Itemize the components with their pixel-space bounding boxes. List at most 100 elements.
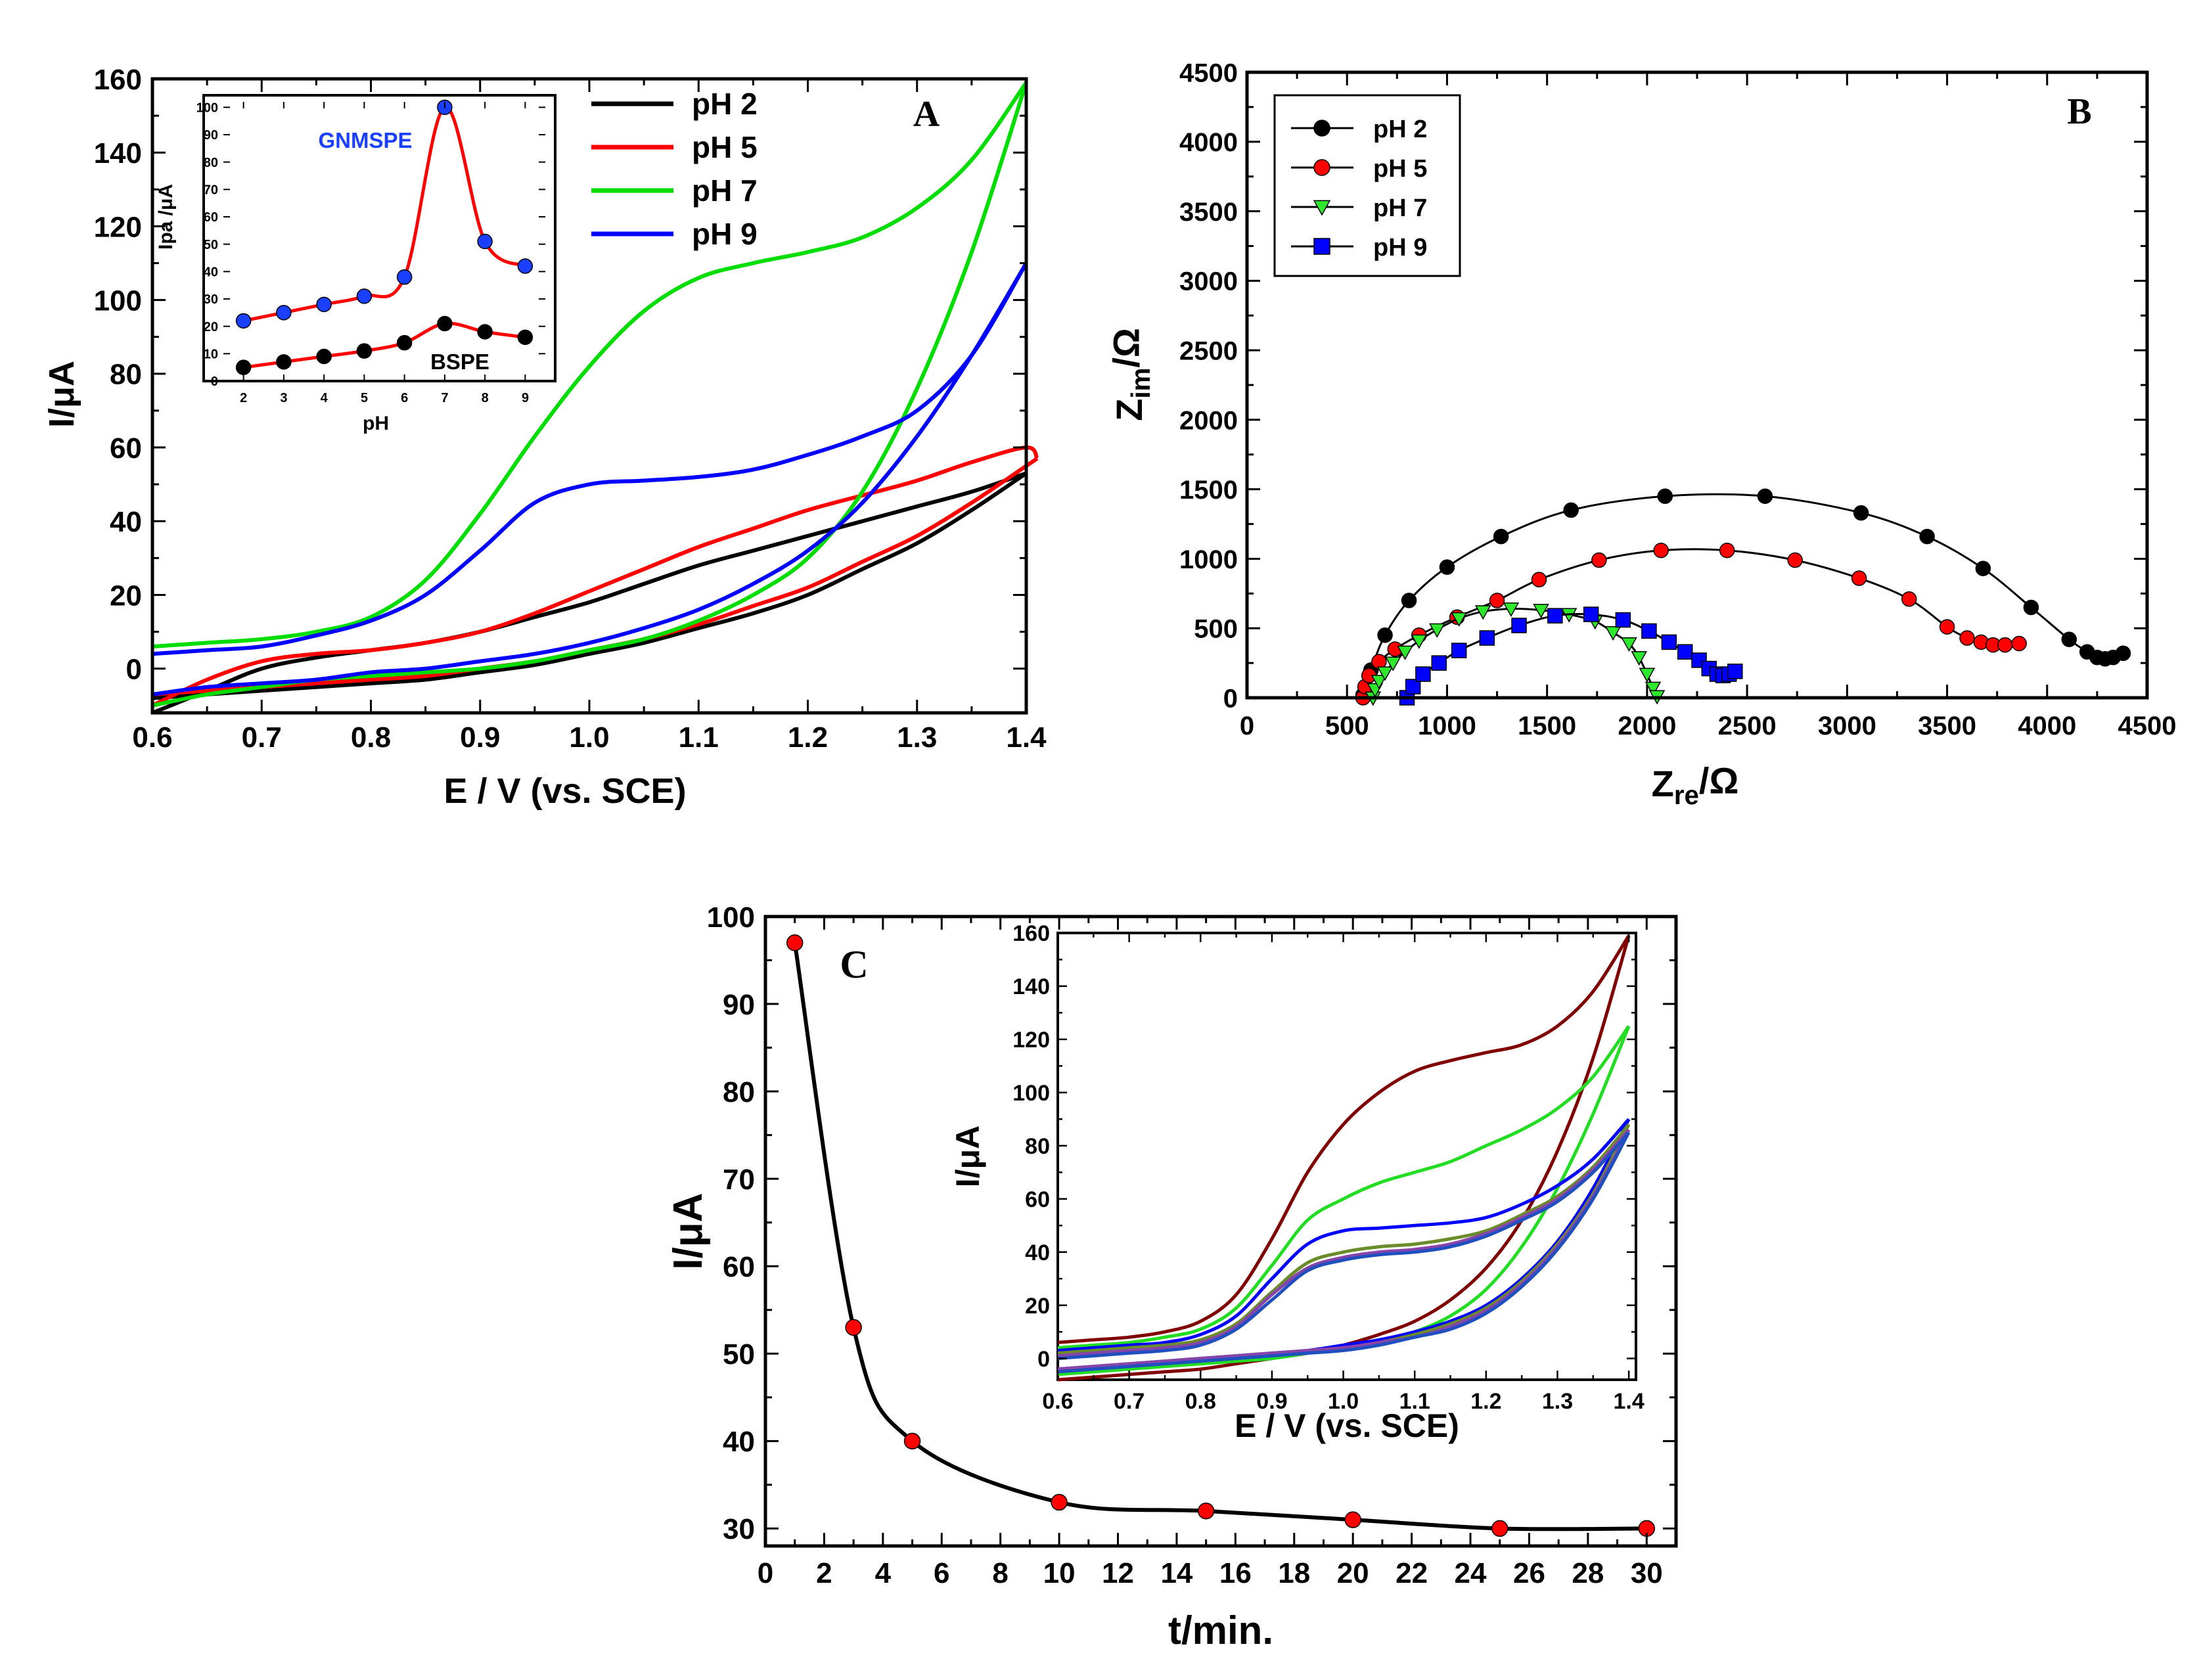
legend-label-ph9: pH 9 <box>1373 234 1427 261</box>
x-tick-label: 4 <box>321 391 329 405</box>
inset-c-reverse-1 <box>1057 935 1631 1382</box>
legend-label-ph7: pH 7 <box>1373 194 1427 222</box>
y-tick-label: 3000 <box>1179 267 1238 296</box>
y-tick-label: 1500 <box>1179 476 1238 505</box>
y-tick-label: 50 <box>723 1338 755 1371</box>
y-tick-label: 40 <box>1025 1240 1050 1265</box>
x-tick-label: 16 <box>1219 1557 1252 1589</box>
legend-marker-ph7 <box>1313 200 1331 216</box>
x-tick-label: 500 <box>1325 712 1369 740</box>
panel-a-legend: pH 2 pH 5 pH 7 pH 9 <box>591 87 758 251</box>
panel-c-series <box>786 934 1656 1537</box>
panel-c-label: C <box>840 943 868 986</box>
y-tick-label: 20 <box>110 579 142 612</box>
inset-a-point-gnmspe <box>316 296 332 313</box>
nyquist-point-ph7 <box>1371 675 1388 690</box>
x-tick-label: 10 <box>1043 1557 1076 1589</box>
panel-a-series <box>151 81 1039 715</box>
nyquist-point-ph7 <box>1533 604 1549 619</box>
x-tick-label: 0.7 <box>1114 1389 1145 1414</box>
x-tick-label: 18 <box>1278 1557 1310 1589</box>
nyquist-point-ph7 <box>1604 626 1622 641</box>
y-tick-label: 20 <box>1025 1294 1050 1319</box>
x-tick-label: 0 <box>758 1557 773 1589</box>
inset-a-point-bspe <box>316 348 332 365</box>
inset-a-point-gnmspe <box>276 305 292 321</box>
legend-marker-ph2 <box>1313 120 1330 137</box>
inset-a-point-bspe <box>396 334 413 351</box>
label-subscript: im <box>1125 368 1156 399</box>
x-tick-label: 6 <box>934 1557 949 1589</box>
label-part: Z <box>1108 399 1150 421</box>
nyquist-point-ph5 <box>1959 630 1975 646</box>
y-tick-label: 4500 <box>1179 58 1238 87</box>
x-tick-label: 0.7 <box>242 721 282 754</box>
inset-a-point-gnmspe <box>356 288 373 304</box>
nyquist-point-ph5 <box>1901 591 1917 607</box>
cv-forward-ph9 <box>152 261 1028 656</box>
x-tick-label: 28 <box>1572 1557 1604 1589</box>
panel-c-ticks: 0 2 4 6 8 10 12 14 16 18 20 22 24 26 28 303040506070809… <box>707 901 1676 1589</box>
nyquist-point-ph9 <box>1615 612 1631 628</box>
panel-b-label: B <box>2067 91 2091 132</box>
inset-a-point-gnmspe <box>235 313 252 329</box>
x-tick-label: 0.8 <box>351 721 391 754</box>
x-tick-label: 1500 <box>1518 712 1576 740</box>
nyquist-point-ph9 <box>1479 630 1495 646</box>
inset-c-forward-3 <box>1057 1118 1630 1352</box>
nyquist-point-ph7 <box>1411 634 1428 649</box>
panel-b-ticks: 0 500 1000 1500 2000 2500 3000 3500 4000 4500 0 500… <box>1179 58 2176 740</box>
legend-label-ph2: pH 2 <box>692 87 758 121</box>
nyquist-point-ph7 <box>1474 605 1491 620</box>
nyquist-point-ph9 <box>1727 664 1743 679</box>
decay-point <box>1051 1493 1068 1511</box>
y-tick-label: 20 <box>204 320 218 334</box>
x-tick-label: 8 <box>992 1557 1008 1589</box>
inset-a-point-gnmspe <box>396 269 413 285</box>
y-tick-label: 40 <box>110 506 142 538</box>
x-tick-label: 1.0 <box>1328 1389 1359 1414</box>
y-tick-label: 0 <box>1037 1347 1050 1372</box>
decay-point <box>1344 1511 1361 1528</box>
x-tick-label: 1.2 <box>788 721 828 754</box>
decay-point <box>903 1432 921 1450</box>
y-tick-label: 60 <box>723 1251 755 1283</box>
nyquist-point-ph2 <box>1657 488 1673 504</box>
panel-b-xlabel-text: Zre/Ω <box>1652 760 1739 810</box>
x-tick-label: 1000 <box>1418 712 1476 740</box>
inset-a-xlabel: pH <box>363 413 389 434</box>
y-tick-label: 2500 <box>1179 337 1238 366</box>
x-tick-label: 7 <box>441 391 448 405</box>
inset-a-point-bspe <box>356 343 373 359</box>
decay-point <box>845 1319 862 1336</box>
nyquist-point-ph9 <box>1451 643 1467 658</box>
x-tick-label: 1.2 <box>1470 1389 1501 1414</box>
panel-b-ylabel: Zim/Ω <box>1105 328 1156 421</box>
x-tick-label: 4500 <box>2118 712 2177 740</box>
x-tick-label: 24 <box>1455 1557 1487 1589</box>
x-tick-label: 22 <box>1395 1557 1428 1589</box>
x-tick-label: 2500 <box>1718 712 1777 740</box>
cv-forward-ph5 <box>151 445 1039 708</box>
nyquist-point-ph2 <box>1493 528 1509 545</box>
inset-c-forward-1 <box>1057 934 1631 1344</box>
nyquist-point-ph9 <box>1405 679 1421 694</box>
nyquist-point-ph2 <box>1975 560 1991 577</box>
panel-a: 0.6 0.7 0.8 0.9 1.0 1.1 1.2 1.3 1.40204060801001… <box>42 64 1047 811</box>
x-tick-label: 3000 <box>1818 712 1876 740</box>
nyquist-point-ph5 <box>1939 619 1955 635</box>
nyquist-point-ph5 <box>1653 543 1669 558</box>
x-tick-label: 1.1 <box>1399 1389 1430 1414</box>
y-tick-label: 4000 <box>1179 128 1238 157</box>
x-tick-label: 1.4 <box>1006 721 1047 754</box>
x-tick-label: 26 <box>1513 1557 1545 1589</box>
x-tick-label: 30 <box>1631 1557 1663 1589</box>
nyquist-point-ph2 <box>1439 559 1455 575</box>
nyquist-point-ph5 <box>1531 572 1547 587</box>
x-tick-label: 0.9 <box>1256 1389 1287 1414</box>
x-tick-label: 0.6 <box>132 721 172 754</box>
inset-a-point-gnmspe <box>477 233 493 250</box>
nyquist-point-ph9 <box>1431 655 1447 671</box>
y-tick-label: 140 <box>1012 974 1050 999</box>
y-tick-label: 0 <box>211 375 218 389</box>
